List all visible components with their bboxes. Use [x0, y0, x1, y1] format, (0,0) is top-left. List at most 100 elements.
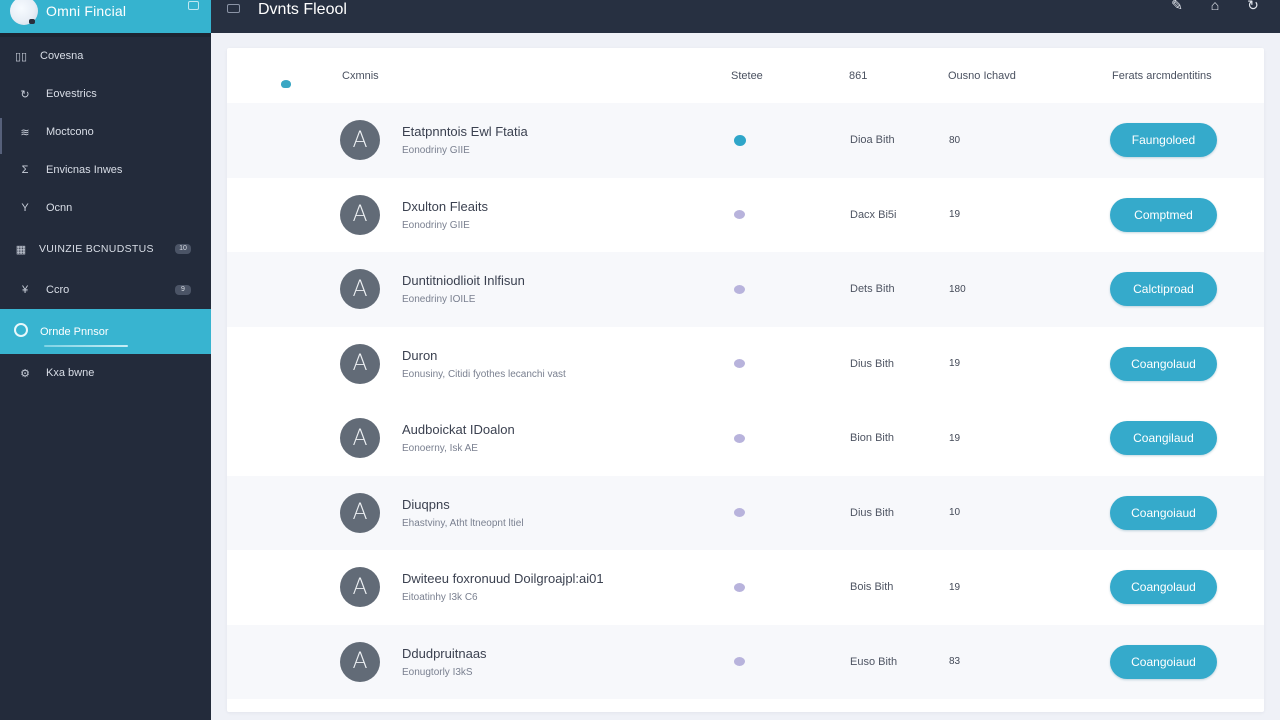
- status-idle-icon: [734, 284, 745, 294]
- table-row[interactable]: A Duntitniodlioit Inlfisun Eonedriny IOI…: [227, 252, 1264, 327]
- row-count: 180: [949, 283, 966, 295]
- row-date: Dets Bith: [850, 283, 895, 296]
- count-badge: 10: [175, 244, 191, 254]
- row-action-button[interactable]: Faungoloed: [1110, 123, 1217, 158]
- select-all-icon[interactable]: [281, 80, 291, 88]
- page-title: Dvnts Fleool: [258, 0, 347, 18]
- avatar: A: [340, 492, 380, 533]
- row-action-button[interactable]: Coangolaud: [1110, 346, 1217, 381]
- row-count: 19: [949, 432, 961, 444]
- status-idle-icon: [734, 210, 745, 220]
- refresh-icon[interactable]: ↻: [1247, 0, 1259, 13]
- scroll-indicator: [0, 118, 2, 154]
- row-subtitle: Eonodriny GIIE: [402, 219, 470, 231]
- sidebar-item-covesna[interactable]: ▯▯ Covesna: [0, 37, 211, 75]
- content: Cxmnis Stetee 861 Ousno Ichavd Ferats ar…: [211, 33, 1280, 720]
- sidebar-item-ocnn[interactable]: Y Ocnn: [0, 189, 211, 227]
- row-action-button[interactable]: Coangoiaud: [1110, 644, 1217, 679]
- column-header-name[interactable]: Cxmnis: [342, 70, 379, 82]
- row-name: Duntitniodlioit Inlfisun: [402, 273, 525, 289]
- avatar: A: [340, 343, 380, 384]
- column-header-num[interactable]: 861: [849, 70, 868, 82]
- row-action-button[interactable]: Coangilaud: [1110, 421, 1217, 456]
- status-idle-icon: [734, 508, 745, 518]
- status-idle-icon: [734, 582, 745, 592]
- edit-icon[interactable]: ✎: [1171, 0, 1183, 13]
- menu-icon[interactable]: [227, 4, 240, 13]
- sidebar-item-ccro[interactable]: ¥ Ccro 9: [0, 271, 211, 309]
- avatar: A: [340, 418, 380, 459]
- row-subtitle: Ehastviny, Atht ltneopnt ltiel: [402, 517, 524, 529]
- row-date: Dius Bith: [850, 357, 895, 370]
- sidebar-nav: ▯▯ Covesna ↻ Eovestrics ≋ Moctcono Σ Env…: [0, 37, 211, 392]
- lock-icon[interactable]: ⌂: [1210, 0, 1220, 13]
- row-subtitle: Eonusiny, Citidi fyothes lecanchi vast: [402, 368, 566, 380]
- status-idle-icon: [734, 657, 745, 667]
- circle-icon: [14, 323, 28, 340]
- row-count: 80: [949, 134, 961, 146]
- refresh-icon: ↻: [20, 88, 30, 101]
- sidebar-group-vuinzie[interactable]: ▦ Vuinzie Bcnudstus 10: [0, 227, 211, 271]
- active-progress-bar: [44, 345, 128, 347]
- row-date: Dacx Bi5i: [850, 208, 897, 221]
- row-action-button[interactable]: Calctiproad: [1110, 272, 1217, 307]
- sidebar: Omni Fincial ▯▯ Covesna ↻ Eovestrics ≋ M…: [0, 0, 211, 720]
- app-logo-icon[interactable]: [10, 0, 38, 25]
- row-count: 19: [949, 581, 961, 593]
- row-date: Dius Bith: [850, 506, 895, 519]
- table-row[interactable]: A Diuqpns Ehastviny, Atht ltneopnt ltiel…: [227, 475, 1264, 550]
- column-header-status[interactable]: Stetee: [731, 70, 763, 82]
- row-name: Ddudpruitnaas: [402, 645, 487, 661]
- grid-icon[interactable]: [188, 1, 199, 10]
- status-idle-icon: [734, 433, 745, 443]
- row-subtitle: Eonodriny GIIE: [402, 145, 470, 157]
- sidebar-item-envicnas[interactable]: Σ Envicnas Inwes: [0, 151, 211, 189]
- status-idle-icon: [734, 359, 745, 369]
- topbar: Dvnts Fleool ✎ ⌂ ↻: [211, 0, 1280, 33]
- sidebar-item-label: Envicnas Inwes: [46, 164, 123, 176]
- sigma-icon: Σ: [21, 164, 29, 176]
- sidebar-item-kxa-bwne[interactable]: ⚙ Kxa bwne: [0, 354, 211, 392]
- data-table: Cxmnis Stetee 861 Ousno Ichavd Ferats ar…: [227, 48, 1264, 712]
- dashboard-icon: ▯▯: [14, 50, 28, 63]
- chart-icon: ≋: [20, 126, 30, 139]
- app-title: Omni Fincial: [46, 2, 127, 19]
- table-row[interactable]: A Audboickat IDoalon Eonoerny, Isk AE Bi…: [227, 401, 1264, 476]
- table-row[interactable]: A Dwiteeu foxronuud Doilgroajpl:ai01 Eit…: [227, 550, 1264, 625]
- avatar: A: [340, 567, 380, 608]
- table-row[interactable]: A Etatpnntois Ewl Ftatia Eonodriny GIIE …: [227, 103, 1264, 178]
- topbar-actions: ✎ ⌂ ↻: [1168, 0, 1262, 16]
- row-name: Diuqpns: [402, 496, 450, 512]
- table-row[interactable]: A Duron Eonusiny, Citidi fyothes lecanch…: [227, 327, 1264, 402]
- row-subtitle: Eonoerny, Isk AE: [402, 443, 478, 455]
- table-header: Cxmnis Stetee 861 Ousno Ichavd Ferats ar…: [227, 48, 1264, 103]
- row-action-button[interactable]: Coangolaud: [1110, 570, 1217, 605]
- grid-icon: ▦: [15, 243, 27, 256]
- sidebar-item-label: Eovestrics: [46, 88, 97, 100]
- avatar: A: [340, 120, 380, 161]
- row-name: Dxulton Fleaits: [402, 198, 488, 214]
- row-count: 10: [949, 507, 961, 519]
- row-subtitle: Eonugtorly I3kS: [402, 666, 473, 678]
- tag-icon: ¥: [21, 284, 29, 296]
- row-date: Bion Bith: [850, 432, 895, 445]
- table-row[interactable]: A Dxulton Fleaits Eonodriny GIIE Dacx Bi…: [227, 178, 1264, 253]
- row-action-button[interactable]: Coangoiaud: [1110, 495, 1217, 530]
- sidebar-item-label: Ocnn: [46, 202, 73, 214]
- sidebar-item-eovestrics[interactable]: ↻ Eovestrics: [0, 75, 211, 113]
- avatar: A: [340, 194, 380, 235]
- table-row[interactable]: A Ddudpruitnaas Eonugtorly I3kS Euso Bit…: [227, 624, 1264, 699]
- sidebar-item-moctcono[interactable]: ≋ Moctcono: [0, 113, 211, 151]
- column-header-action[interactable]: Ferats arcmdentitins: [1112, 70, 1212, 82]
- sidebar-item-ornde-pnnsor[interactable]: Ornde Pnnsor: [0, 309, 211, 354]
- row-action-button[interactable]: Comptmed: [1110, 197, 1217, 232]
- sidebar-item-label: Moctcono: [46, 126, 94, 138]
- main-area: Dvnts Fleool ✎ ⌂ ↻ Cxmnis Stetee 861 Ous…: [211, 0, 1280, 720]
- sidebar-divider: [0, 33, 211, 37]
- column-header-date[interactable]: Ousno Ichavd: [948, 70, 1016, 82]
- row-name: Etatpnntois Ewl Ftatia: [402, 124, 528, 140]
- brand-header: Omni Fincial: [0, 0, 211, 33]
- avatar: A: [340, 269, 380, 310]
- avatar: A: [340, 641, 380, 682]
- row-date: Bois Bith: [850, 581, 894, 594]
